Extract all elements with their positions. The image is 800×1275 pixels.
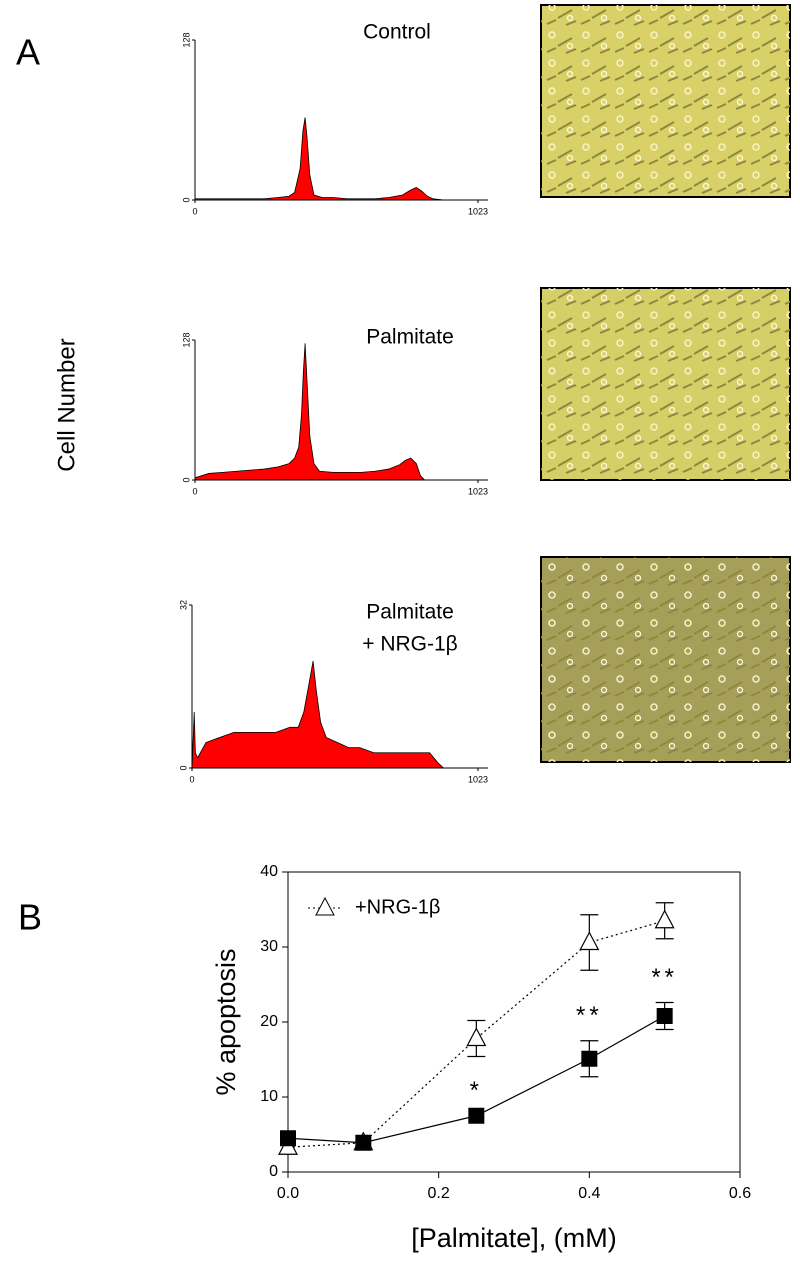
marker <box>581 1050 598 1067</box>
y-axis-label: Cell Number <box>53 338 80 471</box>
significance-label: ** <box>651 964 678 991</box>
y-tick-label: 32 <box>178 600 188 610</box>
y-tick-label: 0 <box>178 765 188 770</box>
y-tick-label: 10 <box>260 1088 278 1105</box>
y-tick-label: 0 <box>269 1163 278 1180</box>
y-axis-label: % apoptosis <box>211 948 241 1095</box>
x-tick-label: 1023 <box>468 486 488 496</box>
chart-title: + NRG-1β <box>362 633 458 656</box>
x-tick-label: 0.0 <box>277 1185 299 1202</box>
y-tick-label: 0 <box>181 477 191 482</box>
chart-title: Palmitate <box>366 601 454 624</box>
y-tick-label: 128 <box>181 332 191 347</box>
legend-label: +NRG-1β <box>355 896 440 918</box>
y-tick-label: 0 <box>181 197 191 202</box>
histogram-area <box>194 117 478 201</box>
x-tick-label: 0.4 <box>578 1185 600 1202</box>
marker <box>579 931 600 951</box>
y-tick-label: 128 <box>181 32 191 47</box>
chart-title: Palmitate <box>366 326 454 349</box>
micrograph <box>540 556 791 763</box>
marker <box>355 1134 372 1151</box>
x-axis-label: [Palmitate], (mM) <box>411 1223 617 1253</box>
x-tick-label: 0.6 <box>729 1185 751 1202</box>
significance-label: * <box>470 1077 483 1104</box>
marker <box>280 1130 296 1147</box>
y-tick-label: 30 <box>260 938 278 955</box>
x-tick-label: 0 <box>192 206 197 216</box>
micrograph <box>540 4 791 198</box>
panel-label: B <box>18 897 42 938</box>
micrograph <box>540 287 791 481</box>
histogram-area <box>194 343 478 481</box>
significance-label: ** <box>576 1002 603 1029</box>
marker <box>466 1027 487 1047</box>
series-line <box>287 920 665 1148</box>
x-tick-label: 0 <box>189 774 194 784</box>
x-tick-label: 0.2 <box>428 1185 450 1202</box>
panel-label: A <box>16 32 40 73</box>
x-tick-label: 0 <box>192 486 197 496</box>
legend-marker <box>315 896 335 916</box>
y-tick-label: 40 <box>260 863 278 880</box>
marker <box>656 1008 673 1024</box>
histogram-area <box>191 660 478 769</box>
chart-title: Control <box>363 21 431 44</box>
x-tick-label: 1023 <box>468 206 488 216</box>
marker <box>654 909 675 929</box>
y-tick-label: 20 <box>260 1013 278 1030</box>
x-tick-label: 1023 <box>468 774 488 784</box>
marker <box>468 1107 485 1124</box>
